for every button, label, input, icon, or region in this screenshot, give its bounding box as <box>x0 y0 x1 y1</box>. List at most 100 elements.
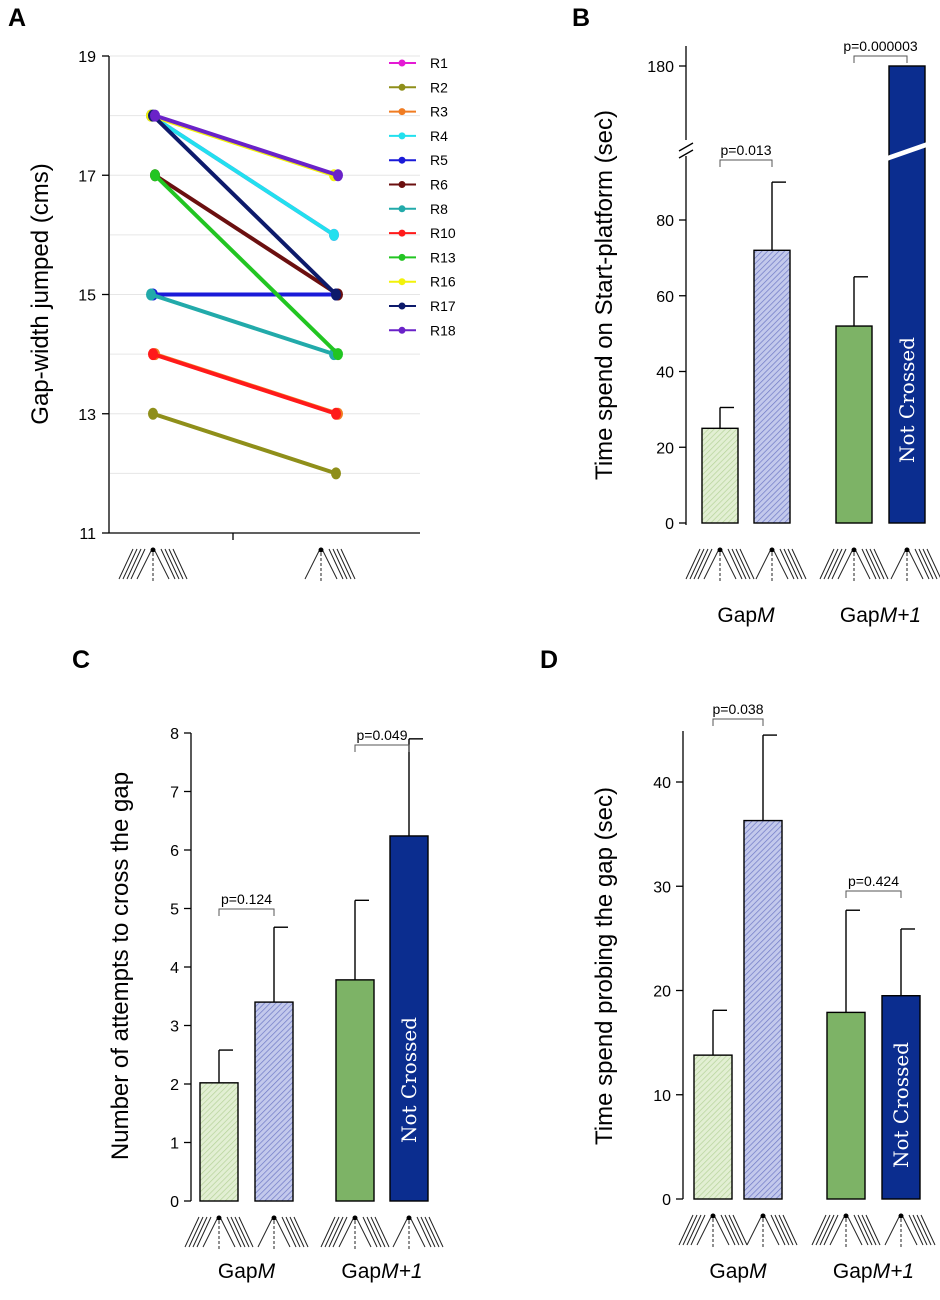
whiskers-intact-icon-side <box>356 1218 372 1248</box>
not-crossed-label: Not Crossed <box>397 1017 421 1143</box>
whiskers-trimmed-icon-nose <box>406 1215 412 1221</box>
group-label-emphasis: M <box>757 604 775 627</box>
whiskers-intact-icon-whisker <box>731 548 747 580</box>
whiskers-trimmed-icon-side <box>902 1216 918 1246</box>
whiskers-intact-icon-whisker <box>130 548 146 580</box>
whiskers-intact-icon-whisker <box>682 1214 698 1246</box>
bar-gapm_pre <box>701 427 739 524</box>
series-point-r17 <box>331 288 341 301</box>
series-point-r2 <box>331 467 341 480</box>
bar-gapm1_post <box>389 835 429 1202</box>
whiskers-intact-icon-whisker <box>819 1214 835 1246</box>
whiskers-trimmed-icon-nose <box>760 1213 766 1219</box>
whiskers-intact-icon-side <box>136 550 152 580</box>
legend-label-r2: R2 <box>430 79 448 95</box>
bar-gapm_post <box>254 1001 294 1202</box>
whiskers-intact-icon-whisker <box>720 1214 736 1246</box>
whiskers-intact-icon-whisker <box>857 1214 873 1246</box>
panel-letter-c: C <box>72 646 90 674</box>
whiskers-trimmed-icon-whisker <box>908 1214 924 1246</box>
whiskers-intact-icon-whisker <box>693 548 709 580</box>
whiskers-intact-icon <box>819 547 889 581</box>
whiskers-intact-icon-nose <box>843 1213 849 1219</box>
legend-marker-r10 <box>398 229 406 237</box>
panel-a-y-tick-label: 15 <box>78 288 96 305</box>
group-label-emphasis: M+1 <box>381 1260 422 1283</box>
whiskers-intact-icon-side <box>829 1216 845 1246</box>
whiskers-intact-icon-whisker <box>184 1216 200 1248</box>
legend-marker-r16 <box>398 278 406 286</box>
whiskers-trimmed-icon-whisker <box>779 548 795 580</box>
pvalue-bracket <box>712 718 764 726</box>
group-label: GapM <box>218 1260 276 1283</box>
legend-marker-r18 <box>398 326 406 334</box>
series-point-r13 <box>150 169 160 182</box>
panel-b-y-tick-label: 20 <box>656 440 674 457</box>
whiskers-trimmed-icon-whisker <box>778 1214 794 1246</box>
legend-marker-r3 <box>398 108 406 116</box>
pvalue-label: p=0.000003 <box>843 38 918 54</box>
group-label-prefix: Gap <box>840 604 880 627</box>
whiskers-trimmed-icon-whisker <box>289 1216 305 1248</box>
legend-label-r8: R8 <box>430 201 448 217</box>
pvalue-label: p=0.049 <box>357 727 408 743</box>
panel-c-y-label: Number of attempts to cross the gap <box>107 772 134 1160</box>
group-label: GapM+1 <box>833 1260 914 1283</box>
whiskers-intact-icon-whisker <box>362 1216 378 1248</box>
whiskers-trimmed-icon-nose <box>318 547 324 553</box>
whiskers-intact-icon-whisker <box>374 1216 390 1248</box>
whiskers-intact-icon-side <box>855 550 871 580</box>
whiskers-intact-icon-side <box>847 1216 863 1246</box>
panel-a-y-label: Gap-width jumped (cms) <box>27 163 54 424</box>
whiskers-intact-icon-whisker <box>188 1216 204 1248</box>
bar-gapm1_pre <box>335 979 375 1202</box>
group-label-emphasis: M+1 <box>880 604 921 627</box>
bar-gapm1_pre <box>835 325 873 524</box>
panel-d-y-tick-label: 30 <box>653 879 671 896</box>
whiskers-trimmed-icon <box>257 1215 309 1249</box>
whiskers-trimmed-icon-whisker <box>285 1216 301 1248</box>
pvalue-label: p=0.038 <box>713 701 764 717</box>
whiskers-trimmed-icon-whisker <box>787 548 803 580</box>
whiskers-intact-icon-whisker <box>226 1216 242 1248</box>
series-line-r8 <box>150 292 335 357</box>
group-label-prefix: Gap <box>341 1260 381 1283</box>
group-label-prefix: Gap <box>218 1260 258 1283</box>
group-label: GapM <box>709 1260 767 1283</box>
whiskers-trimmed-icon-whisker <box>918 548 934 580</box>
whiskers-intact-icon-whisker <box>815 1214 831 1246</box>
whiskers-intact-icon-whisker <box>164 548 180 580</box>
whiskers-trimmed-icon-whisker <box>420 1216 436 1248</box>
whiskers-intact-icon-whisker <box>865 1214 881 1246</box>
whiskers-trimmed-icon-whisker <box>416 1216 432 1248</box>
panel-letter-d: D <box>540 646 558 674</box>
whiskers-intact-icon-nose <box>851 547 857 553</box>
bar-gapm_post <box>753 249 791 524</box>
whiskers-intact-icon-whisker <box>370 1216 386 1248</box>
whiskers-intact-icon-whisker <box>861 548 877 580</box>
panel-d-y-tick-label: 20 <box>653 984 671 1001</box>
whiskers-trimmed-icon-nose <box>904 547 910 553</box>
pvalue-bracket <box>719 159 773 167</box>
whiskers-intact-icon-side <box>837 550 853 580</box>
whiskers-intact-icon-whisker <box>861 1214 877 1246</box>
bar-gapm1_post <box>888 65 926 524</box>
group-label-prefix: Gap <box>709 1260 749 1283</box>
whiskers-intact-icon-whisker <box>192 1216 208 1248</box>
panel-d-y-label: Time spend probing the gap (sec) <box>591 787 618 1145</box>
group-label-emphasis: M <box>258 1260 276 1283</box>
legend-marker-r8 <box>398 205 406 213</box>
whiskers-trimmed-icon-whisker <box>926 548 940 579</box>
panel-c-y-tick-label: 6 <box>170 843 179 860</box>
whiskers-intact-icon-whisker <box>332 1216 348 1248</box>
whiskers-trimmed-icon-side <box>257 1218 273 1248</box>
whiskers-trimmed-icon-whisker <box>916 1214 932 1246</box>
panel-c-y-tick-label: 8 <box>170 726 179 743</box>
series-point-r18 <box>333 169 343 182</box>
whiskers-trimmed-icon-whisker <box>340 548 356 580</box>
whiskers-intact-icon <box>685 547 755 581</box>
whiskers-intact-icon-side <box>703 550 719 580</box>
group-label: GapM+1 <box>840 604 921 627</box>
whiskers-intact-icon-whisker <box>324 1216 340 1248</box>
